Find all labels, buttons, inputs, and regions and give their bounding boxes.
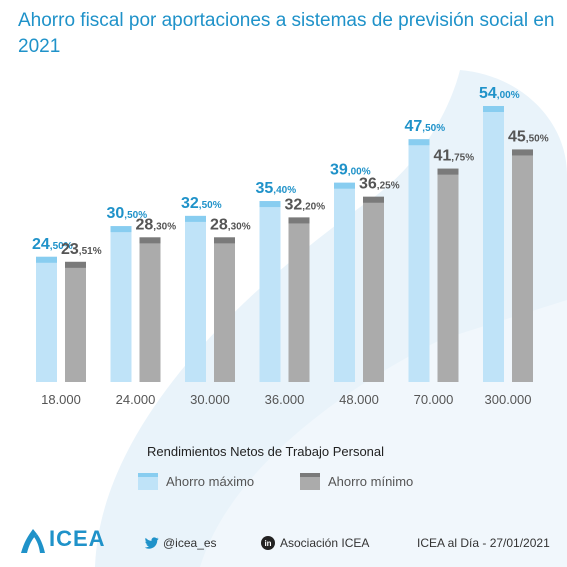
linkedin-name: Asociación ICEA	[280, 536, 370, 550]
data-label-min-24.000: 28,30%	[136, 216, 177, 233]
data-label-max-18.000: 24,50%	[32, 236, 73, 253]
data-label-max-30.000: 32,50%	[181, 195, 222, 212]
legend-title: Rendimientos Netos de Trabajo Personal	[147, 444, 385, 459]
legend-item-max: Ahorro máximo	[138, 471, 254, 491]
data-label-max-48.000: 39,00%	[330, 162, 371, 179]
bar-cap-min-36.000	[288, 217, 310, 224]
icea-logo-icon	[21, 529, 45, 553]
data-label-max-70.000: 47,50%	[405, 118, 446, 135]
data-label-min-48.000: 36,25%	[359, 176, 400, 193]
linkedin-icon: in	[261, 536, 275, 550]
publication-date: ICEA al Día - 27/01/2021	[417, 536, 550, 550]
bar-max-70.000	[408, 139, 430, 382]
bar-min-36.000	[288, 217, 310, 382]
bar-cap-max-24.000	[110, 226, 132, 233]
twitter-handle: @icea_es	[163, 536, 217, 550]
bar-max-36.000	[259, 201, 281, 382]
chart-title: Ahorro fiscal por aportaciones a sistema…	[18, 10, 555, 57]
bar-max-300.000	[483, 106, 504, 382]
data-label-max-300.000: 54,00%	[479, 85, 520, 102]
data-label-min-30.000: 28,30%	[210, 216, 251, 233]
data-label-min-70.000: 41,75%	[434, 148, 475, 165]
bar-cap-min-70.000	[437, 168, 459, 175]
data-label-min-300.000: 45,50%	[508, 128, 549, 145]
data-label-max-24.000: 30,50%	[107, 205, 148, 222]
bar-min-30.000	[214, 237, 235, 382]
bar-cap-min-48.000	[363, 196, 384, 203]
bar-cap-max-70.000	[408, 139, 430, 146]
footer-twitter[interactable]: @icea_es	[145, 531, 217, 555]
icea-logo-text: ICEA	[49, 526, 106, 551]
bar-min-300.000	[512, 149, 533, 382]
x-tick-label-24.000: 24.000	[116, 392, 156, 407]
bar-max-18.000	[36, 256, 57, 382]
bar-cap-min-24.000	[139, 237, 161, 244]
twitter-icon	[145, 537, 159, 549]
bar-cap-min-18.000	[65, 261, 86, 268]
legend-swatch-min	[300, 472, 320, 490]
bar-max-48.000	[334, 182, 355, 382]
footer-date: ICEA al Día - 27/01/2021	[417, 531, 550, 555]
data-label-min-36.000: 32,20%	[285, 196, 326, 213]
bar-max-24.000	[110, 226, 132, 382]
legend-swatch-max	[138, 472, 158, 490]
x-tick-label-70.000: 70.000	[414, 392, 454, 407]
bar-cap-max-36.000	[259, 201, 281, 208]
bar-min-48.000	[363, 196, 384, 382]
bar-max-30.000	[185, 215, 206, 382]
x-tick-label-36.000: 36.000	[265, 392, 305, 407]
x-tick-label-300.000: 300.000	[485, 392, 532, 407]
x-tick-label-30.000: 30.000	[190, 392, 230, 407]
footer-linkedin[interactable]: in Asociación ICEA	[261, 531, 369, 555]
legend-label-min: Ahorro mínimo	[328, 473, 414, 489]
background-swoosh-2	[200, 300, 567, 567]
legend-label-max: Ahorro máximo	[166, 473, 255, 489]
bar-min-18.000	[65, 261, 86, 382]
legend-item-min: Ahorro mínimo	[300, 471, 413, 491]
bar-min-70.000	[437, 168, 459, 382]
bar-cap-max-30.000	[185, 215, 206, 222]
bar-min-24.000	[139, 237, 161, 382]
bar-cap-max-48.000	[334, 182, 355, 189]
data-label-max-36.000: 35,40%	[256, 180, 297, 197]
bar-cap-min-30.000	[214, 237, 235, 244]
bar-cap-min-300.000	[512, 149, 533, 156]
bar-cap-max-300.000	[483, 106, 504, 112]
bar-cap-max-18.000	[36, 256, 57, 263]
x-tick-label-48.000: 48.000	[339, 392, 379, 407]
data-label-min-18.000: 23,51%	[61, 241, 102, 258]
icea-logo: ICEA	[18, 524, 108, 558]
x-tick-label-18.000: 18.000	[41, 392, 81, 407]
